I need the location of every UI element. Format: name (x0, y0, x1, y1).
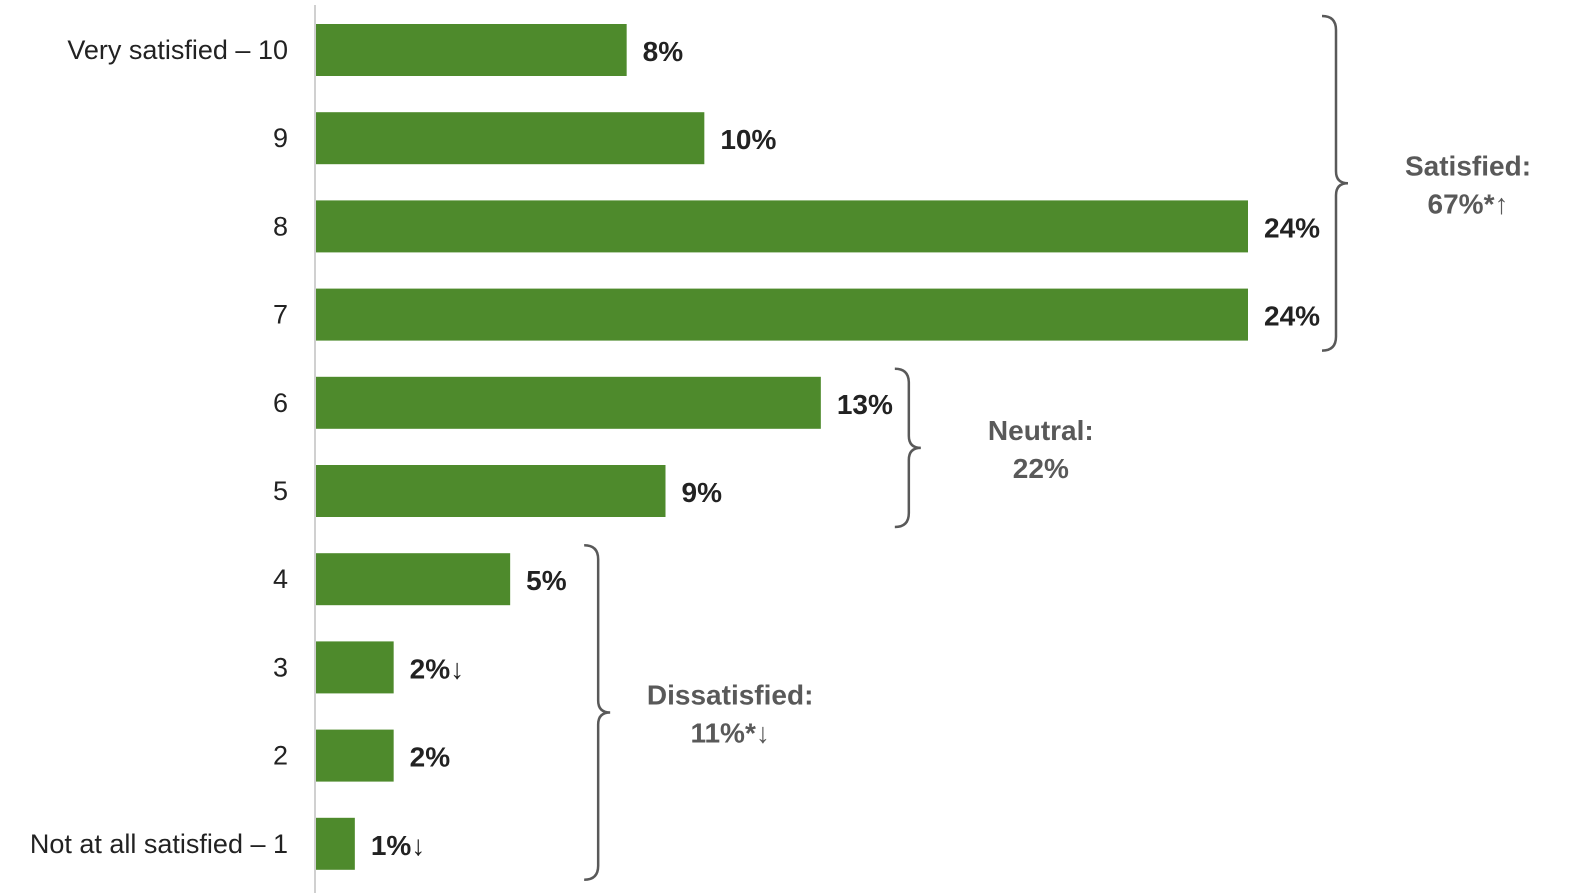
group-label-value: 11%*↓ (690, 718, 769, 749)
data-label: 2%↓ (410, 653, 464, 684)
data-label: 5% (526, 565, 567, 596)
group-label-value: 67%*↑ (1428, 188, 1509, 219)
bar-4 (316, 376, 821, 429)
bar-1 (316, 112, 705, 165)
bar-0 (316, 24, 627, 76)
category-label: Not at all satisfied – 1 (30, 829, 288, 859)
group-bracket-0 (1321, 14, 1349, 352)
category-label: 6 (273, 388, 288, 418)
bar-8 (316, 729, 394, 782)
group-bracket-2 (584, 543, 611, 882)
data-label: 13% (837, 389, 893, 420)
group-brackets: Satisfied: 67%*↑ Neutral: 22% Dissatisfied: 1… (584, 14, 1531, 882)
bar-2 (316, 200, 1248, 253)
data-label: 24% (1264, 212, 1320, 243)
value-labels: 8% 10% 24% 24% 13% 9% 5% 2%↓ 2% 1%↓ (371, 36, 1320, 861)
category-label: 3 (273, 652, 288, 682)
data-label: 1%↓ (371, 830, 425, 861)
data-label: 8% (643, 36, 684, 67)
group-label-title: Dissatisfied: (647, 680, 814, 711)
group-label-title: Neutral: (988, 415, 1094, 446)
category-label: 7 (273, 300, 288, 330)
group-label-value: 22% (1013, 453, 1069, 484)
data-label: 2% (410, 742, 451, 773)
category-label: 9 (273, 123, 288, 153)
bar-5 (316, 465, 666, 517)
bar-6 (316, 553, 511, 606)
data-label: 9% (682, 477, 723, 508)
data-label: 10% (720, 124, 776, 155)
category-labels: Very satisfied – 10 9 8 7 6 5 4 3 2 Not at all sa… (30, 35, 288, 859)
category-label: 4 (273, 564, 288, 594)
bar-7 (316, 641, 394, 694)
data-label: 24% (1264, 301, 1320, 332)
bars-group (316, 24, 1248, 870)
category-label: 8 (273, 211, 288, 241)
group-bracket-1 (894, 367, 921, 529)
bar-3 (316, 288, 1248, 341)
category-label: Very satisfied – 10 (67, 35, 288, 65)
category-label: 5 (273, 476, 288, 506)
category-label: 2 (273, 741, 288, 771)
bar-9 (316, 817, 355, 870)
group-label-title: Satisfied: (1405, 150, 1531, 181)
